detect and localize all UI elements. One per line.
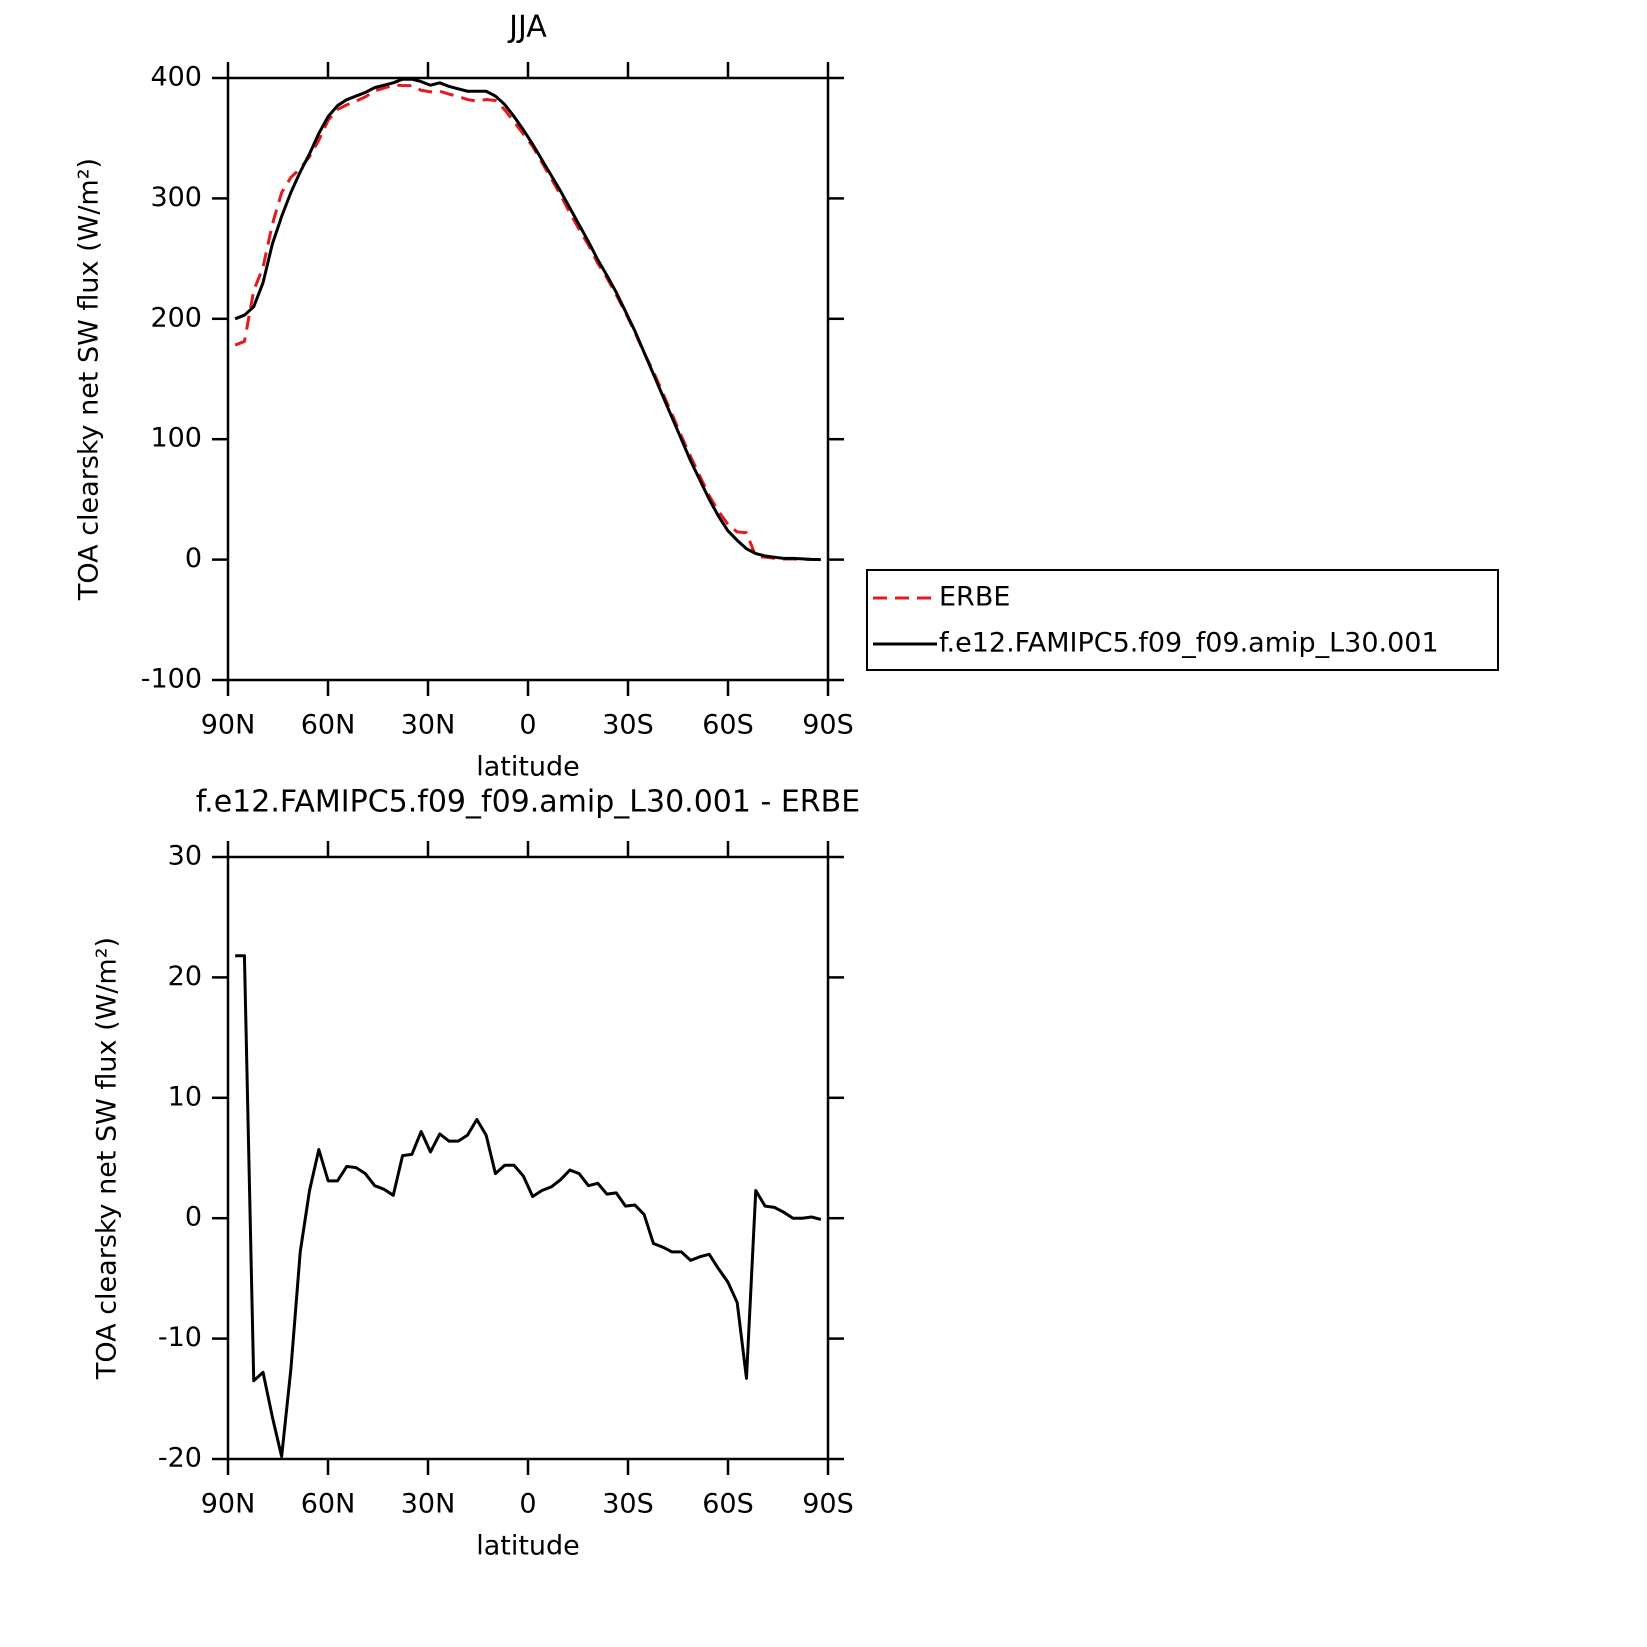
series-line xyxy=(234,83,821,561)
legend-label: ERBE xyxy=(939,582,1010,613)
legend-box xyxy=(866,569,1499,671)
x-tick-label: 30N xyxy=(401,1489,456,1520)
y-tick-label: 0 xyxy=(185,1202,202,1233)
plot-frame xyxy=(226,76,830,682)
x-tick-label: 90N xyxy=(201,710,256,741)
y-tick-label: 0 xyxy=(185,543,202,574)
x-tick-label: 0 xyxy=(519,710,536,741)
x-tick-label: 90N xyxy=(201,1489,256,1520)
x-axis-label: latitude xyxy=(476,1531,580,1562)
x-tick-label: 60S xyxy=(702,710,754,741)
x-tick-label: 60S xyxy=(702,1489,754,1520)
series-line xyxy=(234,77,821,562)
x-tick-label: 90S xyxy=(802,1489,854,1520)
x-tick-label: 60N xyxy=(301,1489,356,1520)
legend-label: f.e12.FAMIPC5.f09_f09.amip_L30.001 xyxy=(939,628,1439,659)
y-axis-label: TOA clearsky net SW flux (W/m²) xyxy=(74,158,105,601)
y-tick-label: 300 xyxy=(150,182,202,213)
y-tick-label: 100 xyxy=(150,423,202,454)
y-tick-label: 20 xyxy=(168,961,202,992)
y-tick-label: 200 xyxy=(150,302,202,333)
chart-title: JJA xyxy=(507,10,547,45)
y-tick-label: 30 xyxy=(168,841,202,872)
x-axis-label: latitude xyxy=(476,752,580,783)
x-tick-label: 60N xyxy=(301,710,356,741)
x-tick-label: 30S xyxy=(602,1489,654,1520)
chart-title: f.e12.FAMIPC5.f09_f09.amip_L30.001 - ERB… xyxy=(196,785,860,820)
y-tick-label: 400 xyxy=(150,62,202,93)
x-tick-label: 90S xyxy=(802,710,854,741)
x-tick-label: 30S xyxy=(602,710,654,741)
y-tick-label: -100 xyxy=(141,664,202,695)
series-line xyxy=(235,954,822,1459)
x-tick-label: 30N xyxy=(401,710,456,741)
x-tick-label: 0 xyxy=(519,1489,536,1520)
y-axis-label: TOA clearsky net SW flux (W/m²) xyxy=(92,937,123,1380)
y-tick-label: -20 xyxy=(158,1443,202,1474)
y-tick-label: 10 xyxy=(168,1081,202,1112)
y-tick-label: -10 xyxy=(158,1322,202,1353)
